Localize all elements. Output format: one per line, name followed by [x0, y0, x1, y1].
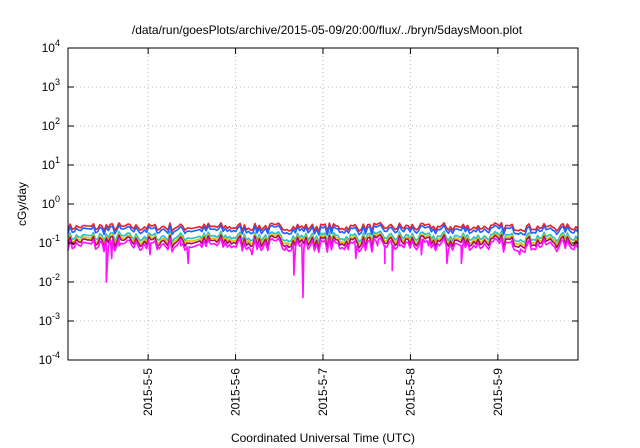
grid — [68, 48, 578, 360]
chart-title: /data/run/goesPlots/archive/2015-05-09/2… — [132, 23, 523, 37]
series-line-5 — [67, 234, 579, 249]
y-tick-label: 10-2 — [39, 272, 60, 289]
x-tick-label: 2015-5-6 — [229, 368, 243, 416]
y-tick-label: 104 — [42, 38, 60, 55]
x-axis-label: Coordinated Universal Time (UTC) — [231, 431, 415, 445]
series-line-3 — [67, 230, 579, 244]
series-line-6 — [67, 236, 579, 299]
x-tick-label: 2015-5-8 — [403, 368, 417, 416]
series-group — [67, 221, 579, 299]
x-tick-label: 2015-5-7 — [316, 368, 330, 416]
y-axis-label: cGy/day — [15, 182, 29, 226]
y-tick-label: 102 — [42, 116, 60, 133]
x-tick-label: 2015-5-9 — [491, 368, 505, 416]
y-tick-label: 103 — [42, 77, 60, 94]
y-axis: 10-4 10-3 10-2 10-1 100 101 102 103 104 — [39, 38, 578, 367]
y-tick-label: 10-4 — [39, 350, 60, 367]
y-tick-label: 10-3 — [39, 311, 60, 328]
y-tick-label: 101 — [42, 155, 60, 172]
series-line-4 — [67, 232, 579, 247]
series-line-2 — [67, 224, 579, 236]
series-line-1 — [67, 221, 579, 233]
x-axis: 2015-5-5 2015-5-6 2015-5-7 2015-5-8 2015-5-9 — [141, 48, 505, 416]
y-tick-label: 10-1 — [39, 233, 60, 250]
y-tick-label: 100 — [42, 194, 60, 211]
x-tick-label: 2015-5-5 — [141, 368, 155, 416]
